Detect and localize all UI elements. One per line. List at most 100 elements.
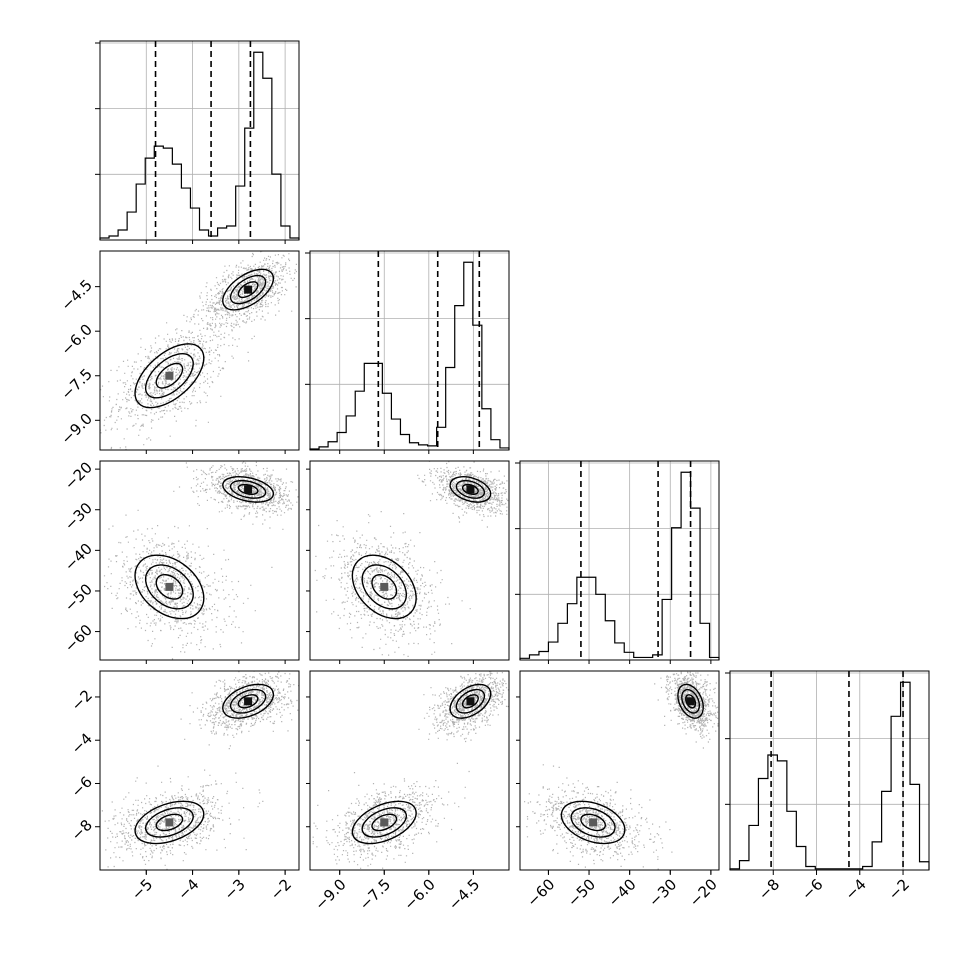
hist-panel-3 — [725, 670, 930, 871]
hist-2-steps — [519, 471, 720, 660]
panel-1-0-content — [100, 251, 297, 450]
hist-3-frame — [729, 670, 930, 871]
xtick-label-2-1: −50 — [564, 875, 599, 910]
panel-3-2-mode-0-contour-2 — [580, 813, 606, 832]
panel-2-1-mode-0-contour-1 — [361, 564, 408, 610]
ytick-label-1-3: −4.5 — [58, 276, 96, 314]
hist-panel-0 — [95, 40, 300, 241]
panel-2-0-mode-1-contour-1 — [229, 479, 267, 499]
panel-3-1-mode-0-contour-0 — [351, 800, 417, 845]
xtick-label-1-0: −9.0 — [311, 875, 349, 913]
hist-0-frame — [99, 40, 300, 241]
panel-3-2-mode-1-contour-1 — [681, 688, 701, 714]
panel-3-1-mode-1-contour-0 — [449, 683, 492, 719]
panel-1-0-scatter — [100, 251, 297, 450]
panel-3-1-scatter — [312, 671, 509, 869]
xtick-label-0-2: −3 — [220, 875, 248, 903]
panel-1-0-mode-1-peak — [244, 285, 253, 294]
xtick-label-1-3: −4.5 — [445, 875, 483, 913]
panel-2-0-frame — [99, 460, 300, 661]
panel-2-0-mode-0-peak — [165, 582, 174, 591]
panel-2-0-mode-0-contour-2 — [155, 574, 184, 600]
panel-2-1-mode-0-contour-2 — [371, 574, 398, 600]
ytick-label-1-2: −6.0 — [58, 320, 96, 358]
ytick-label-2-3: −30 — [61, 499, 96, 534]
panel-3-0-content — [101, 671, 299, 870]
panel-1-0-mode-0-contour-0 — [134, 343, 205, 409]
xtick-label-1-2: −6.0 — [400, 875, 438, 913]
panel-2-0 — [99, 460, 300, 661]
xtick-label-0-3: −2 — [267, 875, 295, 903]
panel-2-1-mode-0-peak — [380, 582, 389, 591]
panel-1-0 — [99, 250, 300, 451]
panel-3-2-mode-1-contour-0 — [677, 683, 704, 719]
xtick-label-0-0: −5 — [128, 875, 156, 903]
panel-1-0-frame — [99, 250, 300, 451]
ytick-label-2-2: −40 — [61, 540, 96, 575]
panel-1-0-mode-0-contour-2 — [155, 362, 184, 389]
panel-2-0-scatter — [103, 461, 299, 660]
panel-3-2-mode-0-contour-1 — [570, 807, 616, 838]
panel-2-1-mode-1-peak — [466, 485, 475, 494]
panel-2-1-mode-1-contour-1 — [455, 479, 486, 499]
panel-3-2-scatter — [524, 671, 719, 870]
panel-1-0-mode-1-contour-2 — [237, 281, 259, 299]
xtick-label-0-1: −4 — [174, 875, 202, 903]
ytick-label-2-4: −20 — [61, 458, 96, 493]
ytick-label-3-3: −2 — [68, 686, 96, 714]
hist-0-steps — [99, 51, 300, 240]
ytick-label-3-1: −6 — [68, 773, 96, 801]
panel-1-0-mode-1-contour-0 — [222, 268, 275, 311]
panel-3-0-mode-0-peak — [165, 818, 174, 827]
panel-2-1-mode-0-contour-0 — [351, 554, 417, 620]
ytick-label-1-1: −7.5 — [58, 365, 96, 403]
panel-3-0-mode-1-contour-0 — [222, 683, 275, 719]
hist-panel-1 — [305, 250, 510, 451]
panel-2-1 — [309, 460, 510, 661]
panel-3-0-mode-1-peak — [244, 697, 253, 706]
xtick-label-2-2: −40 — [605, 875, 640, 910]
ytick-label-2-1: −50 — [61, 580, 96, 615]
panel-2-1-frame — [309, 460, 510, 661]
panel-2-0-mode-1-contour-0 — [222, 476, 275, 503]
panel-3-1-mode-0-peak — [380, 818, 389, 827]
xtick-label-3-0: −8 — [755, 875, 783, 903]
panel-1-0-mode-0-peak — [165, 371, 174, 380]
hist-panel-2 — [515, 460, 720, 661]
panel-3-0-mode-1-contour-2 — [237, 694, 259, 709]
panel-2-1-mode-1-contour-2 — [461, 483, 479, 496]
panel-2-0-mode-1-peak — [244, 485, 253, 494]
xtick-label-3-2: −4 — [841, 875, 869, 903]
panel-3-1-frame — [309, 670, 510, 871]
ytick-label-3-2: −4 — [68, 729, 96, 757]
panel-2-0-mode-1-contour-2 — [237, 483, 259, 496]
panel-3-0 — [99, 670, 300, 871]
panel-3-0-mode-0-contour-1 — [144, 807, 194, 838]
panel-3-1-content — [312, 671, 509, 869]
ytick-label-3-0: −8 — [68, 816, 96, 844]
ytick-label-1-0: −9.0 — [58, 410, 96, 448]
panel-1-0-mode-1-contour-1 — [229, 274, 267, 305]
panel-3-2-mode-0-peak — [589, 818, 598, 827]
panel-3-0-mode-0-contour-0 — [134, 800, 205, 845]
panel-3-0-frame — [99, 670, 300, 871]
panel-3-2 — [519, 670, 720, 871]
panel-3-2-mode-0-contour-0 — [560, 800, 626, 845]
xtick-label-3-3: −2 — [885, 875, 913, 903]
panel-3-1-mode-1-contour-2 — [461, 694, 479, 709]
panel-3-2-content — [524, 671, 719, 870]
panel-3-0-mode-1-contour-1 — [229, 688, 267, 714]
panel-3-1 — [309, 670, 510, 871]
hist-1-frame — [309, 250, 510, 451]
panel-2-1-content — [314, 461, 509, 657]
xtick-label-2-0: −60 — [523, 875, 558, 910]
panel-1-0-mode-0-contour-1 — [144, 352, 194, 399]
xtick-label-3-1: −6 — [798, 875, 826, 903]
hist-2-frame — [519, 460, 720, 661]
panel-2-0-content — [103, 461, 299, 660]
panel-3-1-mode-1-contour-1 — [455, 688, 486, 714]
hist-3-steps — [729, 681, 930, 870]
panel-2-0-mode-0-contour-0 — [134, 554, 205, 620]
panel-3-0-mode-0-contour-2 — [155, 813, 184, 832]
